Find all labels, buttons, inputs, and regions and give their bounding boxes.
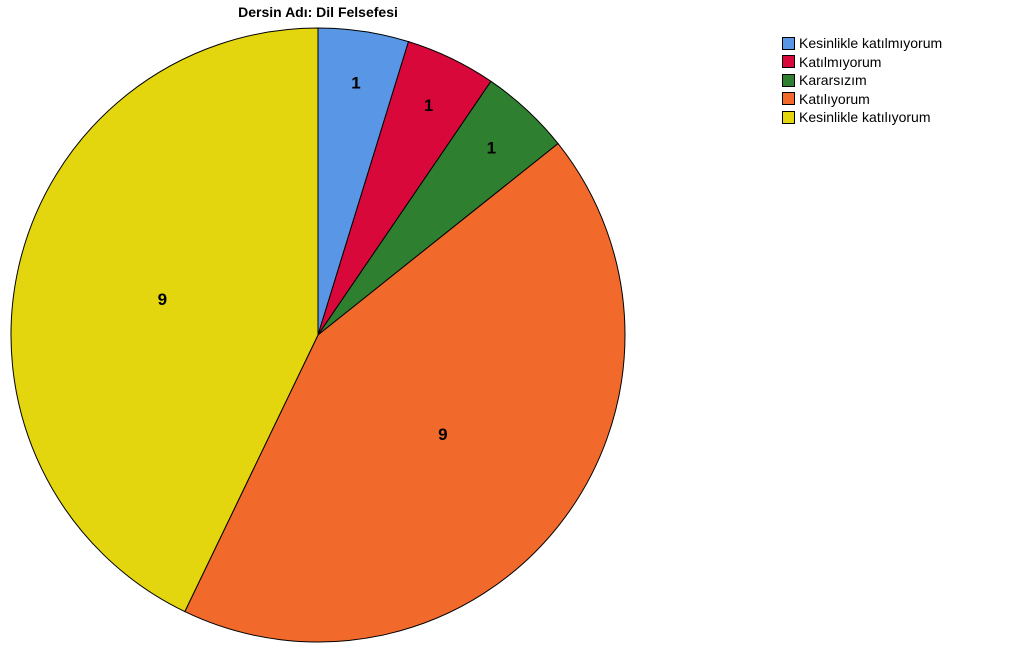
legend-item: Kesinlikle katılıyorum — [782, 108, 942, 127]
legend-swatch — [782, 73, 795, 87]
legend-swatch — [782, 110, 795, 124]
legend-label: Katılıyorum — [799, 90, 870, 107]
legend-item: Kesinlikle katılmıyorum — [782, 34, 942, 53]
legend-item: Katılıyorum — [782, 90, 942, 109]
pie-slice-4 — [184, 142, 626, 643]
legend-label: Kesinlikle katılmıyorum — [799, 35, 943, 52]
pie-slice-5 — [10, 27, 319, 613]
slice-data-label-2: 1 — [424, 96, 433, 115]
legend-swatch — [782, 55, 795, 69]
legend-item: Katılmıyorum — [782, 53, 942, 72]
legend-item: Kararsızım — [782, 71, 942, 90]
legend-label: Katılmıyorum — [799, 53, 882, 70]
slice-data-label-5: 9 — [158, 290, 167, 309]
legend-label: Kesinlikle katılıyorum — [799, 109, 931, 126]
slice-data-label-4: 9 — [438, 425, 447, 444]
legend-label: Kararsızım — [799, 72, 867, 89]
legend-swatch — [782, 36, 795, 50]
chart-title: Dersin Adı: Dil Felsefesi — [238, 4, 398, 20]
legend-swatch — [782, 92, 795, 106]
slice-data-label-3: 1 — [487, 139, 496, 158]
chart-legend: Kesinlikle katılmıyorum Katılmıyorum Karar… — [782, 34, 942, 127]
slice-data-label-1: 1 — [351, 74, 360, 93]
